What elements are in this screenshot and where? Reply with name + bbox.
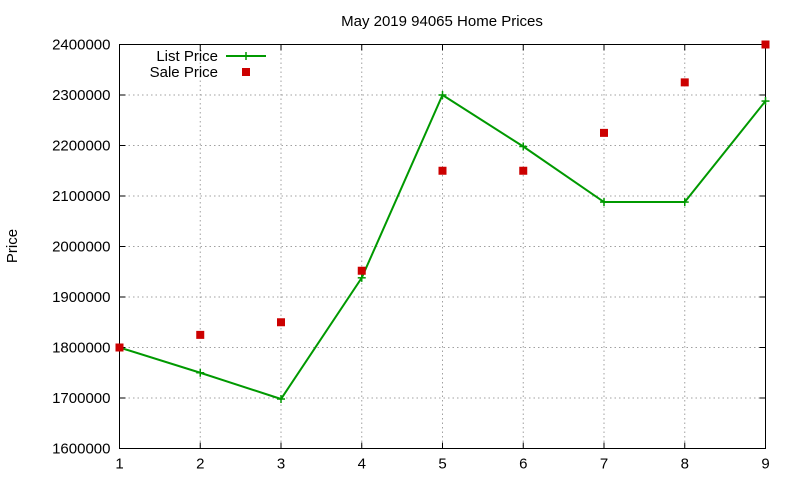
x-tick-label: 5	[438, 456, 446, 473]
y-tick-label: 1900000	[52, 289, 110, 306]
series-sale-price	[115, 40, 770, 352]
y-tick-label: 1700000	[52, 390, 110, 407]
y-tick-label: 2300000	[52, 87, 110, 104]
y-tick-label: 2200000	[52, 138, 110, 155]
series	[115, 40, 770, 404]
list-price-point	[600, 198, 608, 207]
list-price-point	[761, 97, 770, 106]
sale-price-point	[761, 40, 770, 49]
sale-price-point	[680, 78, 689, 87]
y-tick-label: 2000000	[52, 239, 110, 256]
sale-price-point	[115, 343, 124, 352]
list-price-point	[519, 142, 528, 151]
list-price-point	[277, 395, 285, 404]
legend-marker-sale-price	[242, 68, 250, 76]
x-tick-label: 2	[196, 456, 204, 473]
list-price-point	[680, 198, 689, 207]
list-price-point	[357, 273, 366, 282]
x-tick-label: 9	[761, 456, 769, 473]
sale-price-point	[196, 330, 205, 339]
y-tick-label: 2100000	[52, 188, 110, 205]
y-tick-label: 1600000	[52, 441, 110, 458]
x-tick-label: 3	[277, 456, 285, 473]
x-tick-label: 4	[358, 456, 366, 473]
sale-price-point	[519, 166, 528, 175]
x-tick-label: 1	[115, 456, 123, 473]
sale-price-point	[600, 128, 608, 137]
legend-label-sale-price: Sale Price	[150, 64, 218, 81]
x-tick-label: 8	[681, 456, 689, 473]
axis-ticks	[119, 44, 766, 449]
chart-title: May 2019 94065 Home Prices	[341, 13, 543, 30]
grid	[119, 44, 766, 449]
sale-price-point	[277, 318, 285, 327]
sale-price-point	[438, 166, 447, 175]
sale-price-point	[357, 266, 366, 275]
x-tick-label: 7	[600, 456, 608, 473]
list-price-point	[196, 368, 205, 377]
list-price-point	[438, 91, 447, 99]
y-tick-label: 1800000	[52, 340, 110, 357]
tick-labels: 1 2 3 4 5 6 7 8 9 1600000 1700000 1800000 1900000 200…	[52, 37, 770, 473]
y-tick-label: 2400000	[52, 37, 110, 54]
x-tick-label: 6	[519, 456, 527, 473]
legend-marker-list-price	[242, 52, 250, 60]
y-axis-label: Price	[4, 229, 21, 263]
legend-label-list-price: List Price	[156, 48, 218, 65]
